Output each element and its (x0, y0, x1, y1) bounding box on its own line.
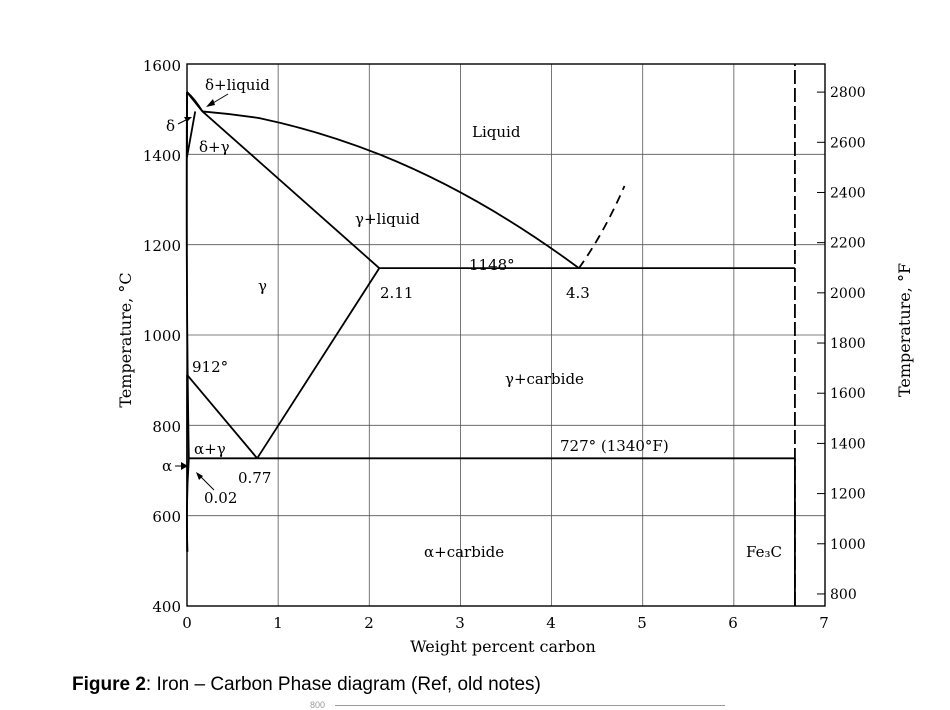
y2-tick-label: 2600 (830, 135, 866, 151)
y2-tick-label: 1000 (830, 537, 866, 553)
y2-tick-label: 2400 (830, 185, 866, 201)
annotation-2-11: 2.11 (380, 284, 413, 302)
y2-tick-label: 2200 (830, 236, 866, 252)
region-label: γ+carbide (505, 370, 584, 388)
x-tick-label: 0 (182, 614, 192, 632)
region-label: α+carbide (424, 543, 504, 561)
y2-tick-label: 1600 (830, 386, 866, 402)
x-tick-label: 2 (364, 614, 374, 632)
region-label: γ+liquid (355, 210, 420, 228)
y-tick-label: 1000 (143, 327, 181, 345)
arrow-head (196, 472, 203, 480)
region-label: δ (166, 117, 175, 135)
phase-boundary-line (186, 374, 258, 459)
annotation-1148: 1148° (469, 256, 515, 274)
phase-boundary-line (186, 91, 204, 112)
arrow-head (181, 462, 188, 470)
region-label: δ+liquid (205, 76, 270, 94)
arrow-heads (181, 99, 215, 480)
figure-label: Figure 2 (72, 674, 146, 695)
y-axis-label: Temperature, °C (116, 272, 135, 407)
annotations: 1148° 2.11 4.3 912° 0.77 0.02 727° (1340… (192, 256, 669, 507)
grid (187, 64, 825, 606)
annotation-0-02: 0.02 (204, 489, 237, 507)
caption-text: : Iron – Carbon Phase diagram (Ref, old … (145, 674, 541, 695)
cut-off-tick-label: 800 (310, 700, 326, 710)
region-labels: δ+liquid δ δ+γ Liquid γ+liquid γ γ+carbi… (162, 76, 782, 561)
x-axis-label: Weight percent carbon (410, 637, 596, 656)
y-tick-label: 1400 (143, 147, 181, 165)
x-tick-label: 7 (819, 614, 829, 632)
region-label: Liquid (472, 123, 521, 141)
phase-boundary-line (256, 267, 381, 459)
x-tick-label: 4 (546, 614, 556, 632)
annotation-912: 912° (192, 358, 228, 376)
annotation-4-3: 4.3 (566, 284, 590, 302)
phase-boundary-line (186, 111, 197, 158)
plot-frame (186, 63, 826, 607)
arrow-head (184, 117, 192, 122)
y2-tick-label: 1400 (830, 436, 866, 452)
x-tick-labels: 0 1 2 3 4 5 6 7 (182, 614, 829, 632)
region-label: δ+γ (199, 138, 230, 156)
annotation-0-77: 0.77 (238, 469, 271, 487)
y-tick-label: 800 (152, 418, 181, 436)
cut-off-axis (335, 705, 725, 706)
phase-boundary-line (201, 110, 380, 269)
y2-tick-label: 1800 (830, 336, 866, 352)
region-label: γ (258, 277, 267, 295)
x-tick-label: 5 (637, 614, 647, 632)
fahrenheit-ticks: 800 1000 1200 1400 1600 1800 2000 2200 2400 2600 2… (817, 85, 866, 603)
y2-tick-label: 800 (830, 587, 857, 603)
y2-tick-label: 2800 (830, 85, 866, 101)
phase-boundary-line (186, 91, 580, 269)
y2-tick-label: 1200 (830, 487, 866, 503)
y-tick-label: 1200 (143, 237, 181, 255)
y2-tick-label: 2000 (830, 286, 866, 302)
region-label: Fe₃C (746, 543, 782, 561)
figure-caption: Figure 2: Iron – Carbon Phase diagram (R… (72, 674, 541, 696)
x-tick-label: 1 (273, 614, 283, 632)
x-tick-label: 6 (728, 614, 738, 632)
annotation-727: 727° (1340°F) (560, 437, 669, 455)
arrow-head (206, 99, 215, 107)
region-label: α (162, 457, 172, 475)
region-label: α+γ (194, 440, 226, 458)
y-tick-label: 400 (152, 598, 181, 616)
y-tick-labels: 400 600 800 1000 1200 1400 1600 (143, 57, 181, 616)
y2-axis-label: Temperature, °F (895, 263, 914, 397)
phase-boundary-line (578, 185, 626, 269)
y-tick-label: 1600 (143, 57, 181, 75)
y-tick-label: 600 (152, 508, 181, 526)
x-tick-label: 3 (455, 614, 465, 632)
